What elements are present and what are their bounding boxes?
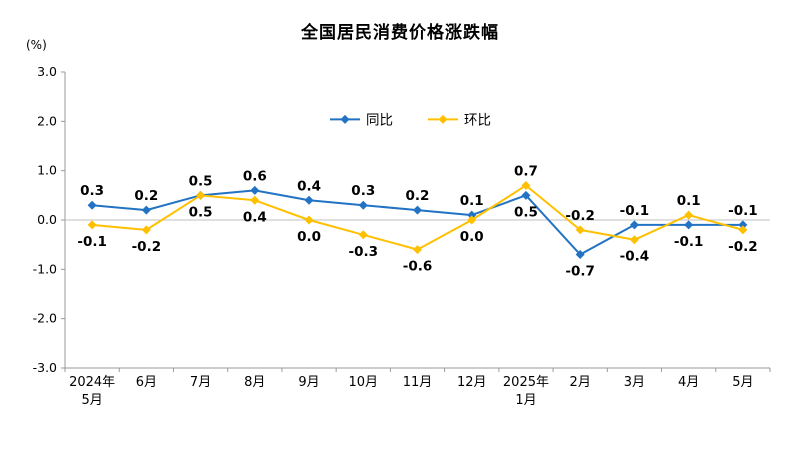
data-label: -0.2 bbox=[728, 239, 758, 255]
data-label: 0.3 bbox=[80, 183, 104, 199]
data-label: -0.1 bbox=[674, 234, 704, 250]
y-tick-label: -2.0 bbox=[33, 311, 57, 326]
x-tick-label: 2024年 5月 bbox=[69, 375, 115, 408]
x-tick-label: 11月 bbox=[403, 375, 433, 390]
data-point-marker bbox=[250, 195, 260, 205]
data-point-marker bbox=[304, 215, 314, 225]
data-label: 0.4 bbox=[297, 178, 321, 194]
data-label: 0.1 bbox=[677, 193, 701, 209]
data-point-marker bbox=[141, 225, 151, 235]
legend-item-同比: 同比 bbox=[330, 112, 393, 128]
data-point-marker bbox=[684, 210, 694, 220]
x-tick-label: 3月 bbox=[624, 375, 645, 390]
x-tick-label: 4月 bbox=[678, 375, 699, 390]
x-tick-label: 7月 bbox=[190, 375, 211, 390]
legend-item-环比: 环比 bbox=[428, 112, 491, 128]
y-tick-label: 3.0 bbox=[37, 64, 57, 79]
data-point-marker bbox=[521, 190, 531, 200]
data-label: 0.5 bbox=[189, 204, 213, 220]
data-label: 0.0 bbox=[297, 229, 321, 245]
data-label: 0.0 bbox=[460, 229, 484, 245]
data-point-marker bbox=[467, 210, 477, 220]
y-tick-label: -3.0 bbox=[33, 360, 57, 375]
data-point-marker bbox=[250, 185, 260, 195]
legend-label: 环比 bbox=[464, 112, 491, 128]
data-label: 0.3 bbox=[351, 183, 375, 199]
data-point-marker bbox=[413, 205, 422, 215]
data-label: 0.7 bbox=[514, 163, 538, 179]
data-label: -0.1 bbox=[620, 203, 650, 219]
data-label: -0.6 bbox=[403, 259, 433, 275]
data-label: 0.6 bbox=[243, 168, 267, 184]
x-tick-label: 6月 bbox=[136, 375, 157, 390]
data-point-marker bbox=[575, 225, 585, 235]
data-point-marker bbox=[358, 200, 368, 210]
data-point-marker bbox=[87, 200, 97, 210]
data-point-marker bbox=[413, 245, 422, 255]
x-axis-labels: 2024年 5月 6月 7月 8月 9月 10月 11月 12月 2025年 1月 2月 3月 4月 5月 bbox=[64, 368, 771, 408]
data-label: 0.2 bbox=[406, 188, 430, 204]
data-point-marker bbox=[358, 230, 368, 240]
legend-marker bbox=[340, 114, 350, 124]
data-point-marker bbox=[304, 195, 314, 205]
data-label: 0.2 bbox=[134, 188, 158, 204]
x-tick-label: 5月 bbox=[732, 375, 753, 390]
x-tick-label: 2025年 1月 bbox=[503, 375, 549, 408]
x-tick-label: 9月 bbox=[298, 375, 319, 390]
data-label: -0.3 bbox=[349, 244, 379, 260]
y-tick-label: 1.0 bbox=[37, 163, 57, 178]
y-tick-label: -1.0 bbox=[33, 261, 57, 276]
data-label: -0.7 bbox=[565, 264, 595, 280]
x-tick-label: 12月 bbox=[457, 375, 487, 390]
data-label: -0.2 bbox=[132, 239, 162, 255]
legend-label: 同比 bbox=[366, 112, 393, 128]
data-label: 0.1 bbox=[460, 193, 484, 209]
data-point-marker bbox=[87, 220, 97, 230]
data-label: -0.1 bbox=[77, 234, 107, 250]
data-label: 0.4 bbox=[243, 209, 267, 225]
data-point-marker bbox=[141, 205, 151, 215]
axes bbox=[64, 72, 770, 369]
x-tick-label: 10月 bbox=[348, 375, 378, 390]
data-label: 0.5 bbox=[189, 173, 213, 189]
legend-marker bbox=[438, 114, 448, 124]
data-label: -0.1 bbox=[728, 203, 758, 219]
y-axis-unit-label: (%) bbox=[26, 38, 47, 52]
data-point-marker bbox=[738, 225, 748, 235]
data-label: -0.4 bbox=[620, 249, 650, 265]
data-point-marker bbox=[629, 220, 639, 230]
data-point-marker bbox=[521, 180, 531, 190]
legend: 同比 环比 bbox=[330, 112, 491, 128]
data-point-marker bbox=[629, 235, 639, 245]
y-tick-label: 0.0 bbox=[37, 212, 57, 227]
data-label: 0.5 bbox=[514, 204, 538, 220]
data-point-marker bbox=[575, 250, 585, 260]
y-tick-label: 2.0 bbox=[37, 113, 57, 128]
data-point-marker bbox=[467, 215, 477, 225]
chart-title: 全国居民消费价格涨跌幅 bbox=[301, 23, 499, 43]
data-point-marker bbox=[738, 220, 748, 230]
x-tick-label: 8月 bbox=[244, 375, 265, 390]
data-point-marker bbox=[684, 220, 694, 230]
series-环比: -0.1 -0.2 0.5 0.4 0.0 -0.3 -0.6 0.0 0.7 -0.2 -0.4 0… bbox=[77, 163, 757, 274]
data-label: -0.2 bbox=[565, 208, 595, 224]
data-point-marker bbox=[196, 190, 206, 200]
y-axis-ticks: 3.0 2.0 1.0 0.0 -1.0 -2.0 -3.0 bbox=[33, 64, 65, 375]
series-同比: 0.3 0.2 0.5 0.6 0.4 0.3 0.2 0.1 0.5 -0.7 -0.1 -0.1 -… bbox=[80, 168, 757, 279]
x-tick-label: 2月 bbox=[570, 375, 591, 390]
